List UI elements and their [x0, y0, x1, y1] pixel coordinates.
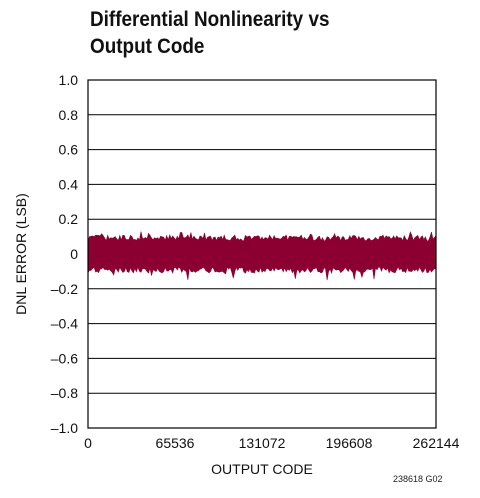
figure-id: 238618 G02	[393, 474, 443, 484]
x-tick-label-4: 262144	[413, 435, 460, 451]
y-tick-label-7: –0.4	[51, 316, 78, 332]
y-tick-label-6: –0.2	[51, 281, 78, 297]
y-tick-label-9: –0.8	[51, 385, 78, 401]
chart-title-line-1: Differential Nonlinearity vs	[90, 8, 330, 31]
chart-title-line-2: Output Code	[90, 35, 205, 58]
x-tick-label-1: 65536	[156, 435, 195, 451]
y-tick-label-10: –1.0	[51, 420, 78, 436]
y-tick-label-8: –0.6	[51, 350, 78, 366]
y-tick-label-4: 0.2	[59, 211, 79, 227]
y-tick-label-5: 0	[70, 246, 78, 262]
y-axis-label: DNL ERROR (LSB)	[13, 193, 29, 315]
y-tick-label-1: 0.8	[59, 107, 79, 123]
dnl-series-band	[87, 231, 437, 281]
chart-title: Differential Nonlinearity vs Output Code	[90, 6, 432, 60]
x-tick-label-3: 196608	[326, 435, 373, 451]
x-axis-label: OUTPUT CODE	[211, 461, 313, 477]
y-tick-label-2: 0.6	[59, 142, 79, 158]
plot-frame	[87, 79, 437, 429]
y-tick-label-0: 1.0	[59, 72, 79, 88]
x-tick-label-0: 0	[84, 435, 92, 451]
x-tick-label-2: 131072	[239, 435, 286, 451]
y-tick-label-3: 0.4	[59, 176, 79, 192]
